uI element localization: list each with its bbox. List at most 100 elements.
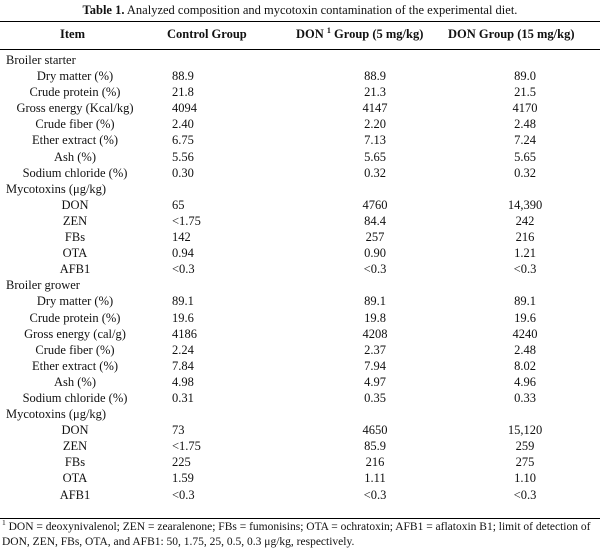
section-row: Mycotoxins (μg/kg) bbox=[0, 406, 600, 422]
cell-don5: 7.94 bbox=[364, 358, 386, 373]
table-row: OTA 0.94 0.90 1.21 bbox=[0, 245, 600, 261]
row-label: ZEN bbox=[62, 213, 88, 228]
bottom-rule bbox=[0, 518, 600, 520]
row-label: FBs bbox=[64, 455, 86, 470]
footnote-marker: 1 bbox=[2, 518, 6, 528]
cell-don15: 4240 bbox=[512, 326, 538, 341]
row-label: Dry matter (%) bbox=[36, 69, 114, 84]
row-label: AFB1 bbox=[59, 262, 91, 277]
table-row: FBs 225 216 275 bbox=[0, 454, 600, 470]
table-row: Ether extract (%) 6.75 7.13 7.24 bbox=[0, 132, 600, 148]
row-label: Ash (%) bbox=[53, 149, 96, 164]
caption-text: Analyzed composition and mycotoxin conta… bbox=[126, 3, 518, 17]
table-row: ZEN <1.75 85.9 259 bbox=[0, 438, 600, 454]
cell-don15: 275 bbox=[515, 455, 535, 470]
table-row: DON 65 4760 14,390 bbox=[0, 197, 600, 213]
cell-don5: 4.97 bbox=[364, 374, 386, 389]
row-label: Ether extract (%) bbox=[31, 358, 119, 373]
cell-don15: 2.48 bbox=[514, 117, 536, 132]
cell-don5: 5.65 bbox=[364, 149, 386, 164]
table-caption: Table 1. Analyzed composition and mycoto… bbox=[0, 2, 600, 18]
row-label: Sodium chloride (%) bbox=[22, 390, 128, 405]
cell-don15: 242 bbox=[515, 213, 535, 228]
table-row: Ash (%) 4.98 4.97 4.96 bbox=[0, 374, 600, 390]
cell-control: <1.75 bbox=[172, 439, 201, 454]
cell-control: 88.9 bbox=[172, 69, 194, 84]
footnote-text: DON = deoxynivalenol; ZEN = zearalenone;… bbox=[2, 521, 591, 548]
caption-label: Table 1. bbox=[82, 3, 125, 17]
cell-control: 2.40 bbox=[172, 117, 194, 132]
row-label: Ether extract (%) bbox=[31, 133, 119, 148]
cell-don15: <0.3 bbox=[513, 262, 537, 277]
header-don5-footnote-marker: 1 bbox=[326, 25, 331, 35]
cell-control: 19.6 bbox=[172, 310, 194, 325]
table-row: OTA 1.59 1.11 1.10 bbox=[0, 470, 600, 486]
cell-don5: 89.1 bbox=[364, 294, 386, 309]
cell-don15: 7.24 bbox=[514, 133, 536, 148]
table-row: ZEN <1.75 84.4 242 bbox=[0, 213, 600, 229]
row-label: DON bbox=[61, 197, 89, 212]
cell-don15: 216 bbox=[515, 230, 535, 245]
cell-control: 142 bbox=[172, 230, 191, 245]
cell-don15: 0.32 bbox=[514, 165, 536, 180]
table-row: Sodium chloride (%) 0.30 0.32 0.32 bbox=[0, 165, 600, 181]
header-don5-suffix: Group (5 mg/kg) bbox=[334, 27, 424, 41]
row-label: OTA bbox=[62, 246, 88, 261]
section-label: Broiler grower bbox=[6, 278, 80, 293]
table-row: Crude protein (%) 19.6 19.8 19.6 bbox=[0, 310, 600, 326]
table-row: Ash (%) 5.56 5.65 5.65 bbox=[0, 149, 600, 165]
cell-don5: 85.9 bbox=[364, 439, 386, 454]
cell-don15: 21.5 bbox=[514, 85, 536, 100]
row-label: DON bbox=[61, 423, 89, 438]
cell-control: 225 bbox=[172, 455, 191, 470]
cell-don5: 88.9 bbox=[364, 69, 386, 84]
header-don15: DON Group (15 mg/kg) bbox=[448, 27, 575, 41]
cell-don15: 8.02 bbox=[514, 358, 536, 373]
table-row: Gross energy (Kcal/kg) 4094 4147 4170 bbox=[0, 100, 600, 116]
cell-control: 0.30 bbox=[172, 165, 194, 180]
row-label: Sodium chloride (%) bbox=[22, 165, 128, 180]
row-label: Crude fiber (%) bbox=[35, 342, 115, 357]
header-rule bbox=[0, 49, 600, 50]
table-row: AFB1 <0.3 <0.3 <0.3 bbox=[0, 487, 600, 503]
cell-don5: 4208 bbox=[362, 326, 388, 341]
composition-table: Broiler starter Dry matter (%) 88.9 88.9 89.… bbox=[0, 52, 600, 503]
header-don5-prefix: DON bbox=[296, 27, 324, 41]
row-label: Gross energy (Kcal/kg) bbox=[16, 101, 134, 116]
cell-don5: 1.11 bbox=[364, 471, 386, 486]
cell-control: 5.56 bbox=[172, 149, 194, 164]
table-row: Gross energy (cal/g) 4186 4208 4240 bbox=[0, 326, 600, 342]
cell-don15: 2.48 bbox=[514, 342, 536, 357]
cell-control: 4.98 bbox=[172, 374, 194, 389]
cell-don5: 257 bbox=[365, 230, 385, 245]
table-row: Dry matter (%) 89.1 89.1 89.1 bbox=[0, 293, 600, 309]
cell-control: <1.75 bbox=[172, 213, 201, 228]
cell-don5: 4760 bbox=[362, 197, 388, 212]
cell-don15: 4170 bbox=[512, 101, 538, 116]
cell-control: 6.75 bbox=[172, 133, 194, 148]
cell-control: 4186 bbox=[172, 326, 197, 341]
section-row: Broiler grower bbox=[0, 277, 600, 293]
cell-don5: <0.3 bbox=[363, 262, 387, 277]
cell-don5: 216 bbox=[365, 455, 385, 470]
cell-don5: 21.3 bbox=[364, 85, 386, 100]
cell-control: 65 bbox=[172, 197, 185, 212]
cell-control: <0.3 bbox=[172, 487, 195, 502]
cell-don15: 1.10 bbox=[514, 471, 536, 486]
cell-don15: 19.6 bbox=[514, 310, 536, 325]
row-label: FBs bbox=[64, 230, 86, 245]
cell-control: 2.24 bbox=[172, 342, 194, 357]
cell-don15: 89.1 bbox=[514, 294, 536, 309]
row-label: Dry matter (%) bbox=[36, 294, 114, 309]
table-row: DON 73 4650 15,120 bbox=[0, 422, 600, 438]
cell-don5: 2.37 bbox=[364, 342, 386, 357]
top-rule bbox=[0, 21, 600, 23]
table-row: FBs 142 257 216 bbox=[0, 229, 600, 245]
table-row: Sodium chloride (%) 0.31 0.35 0.33 bbox=[0, 390, 600, 406]
cell-don5: 0.32 bbox=[364, 165, 386, 180]
header-control: Control Group bbox=[167, 27, 247, 41]
cell-don15: <0.3 bbox=[513, 487, 537, 502]
section-label: Broiler starter bbox=[6, 53, 76, 67]
cell-control: 0.31 bbox=[172, 390, 194, 405]
